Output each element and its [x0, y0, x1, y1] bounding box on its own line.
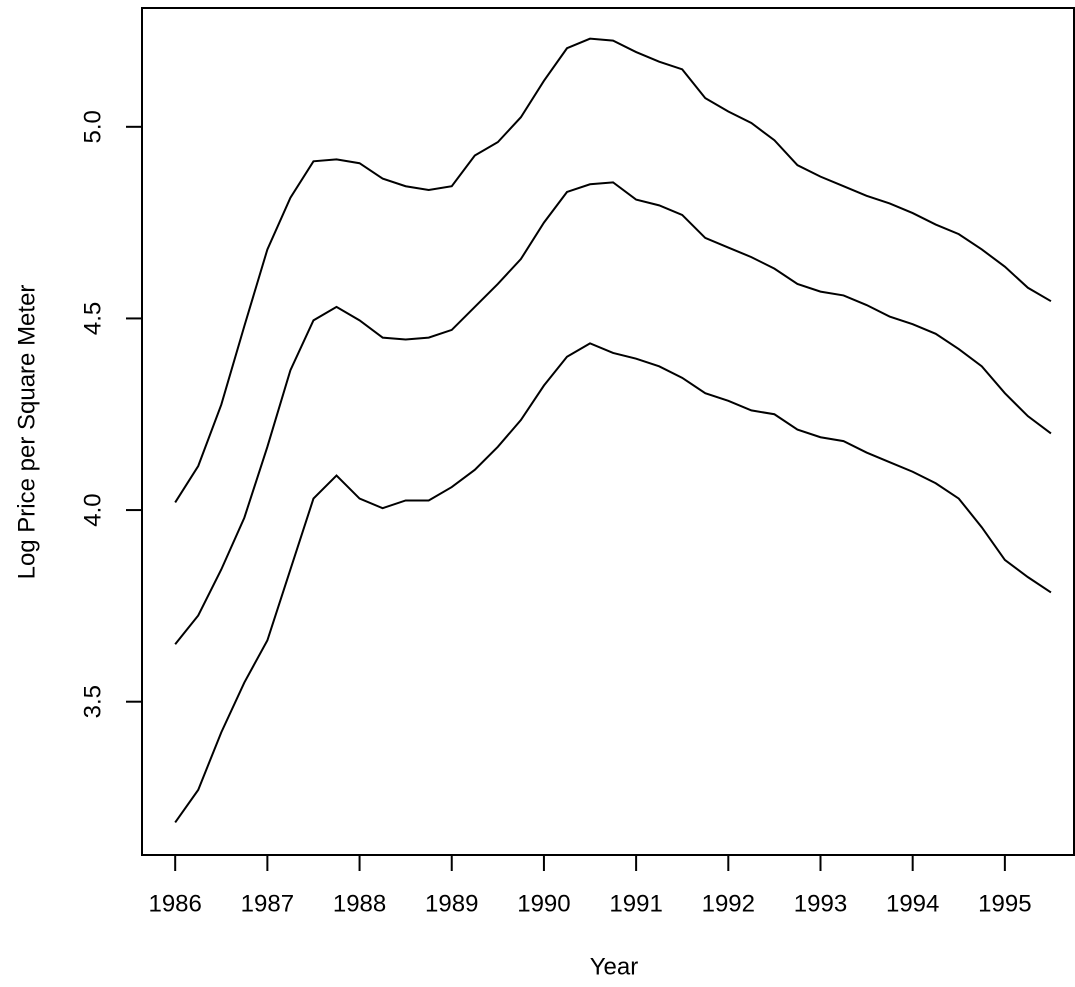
- x-tick-label: 1991: [609, 890, 662, 917]
- x-tick-label: 1988: [333, 890, 386, 917]
- x-tick-label: 1995: [978, 890, 1031, 917]
- y-tick-label: 3.5: [79, 685, 106, 718]
- y-tick-label: 5.0: [79, 110, 106, 143]
- x-tick-label: 1993: [794, 890, 847, 917]
- plot-frame: [141, 7, 1075, 856]
- x-tick-label: 1986: [148, 890, 201, 917]
- x-axis-label: Year: [590, 953, 639, 980]
- data-line: [174, 342, 1052, 824]
- x-tick-label: 1989: [425, 890, 478, 917]
- data-line: [174, 37, 1052, 503]
- y-axis-label: Log Price per Square Meter: [13, 285, 40, 580]
- x-tick-label: 1990: [517, 890, 570, 917]
- x-tick-label: 1992: [702, 890, 755, 917]
- x-tick-label: 1994: [886, 890, 939, 917]
- y-tick-label: 4.5: [79, 302, 106, 335]
- y-tick-label: 4.0: [79, 493, 106, 526]
- data-line: [174, 181, 1052, 645]
- x-tick-label: 1987: [241, 890, 294, 917]
